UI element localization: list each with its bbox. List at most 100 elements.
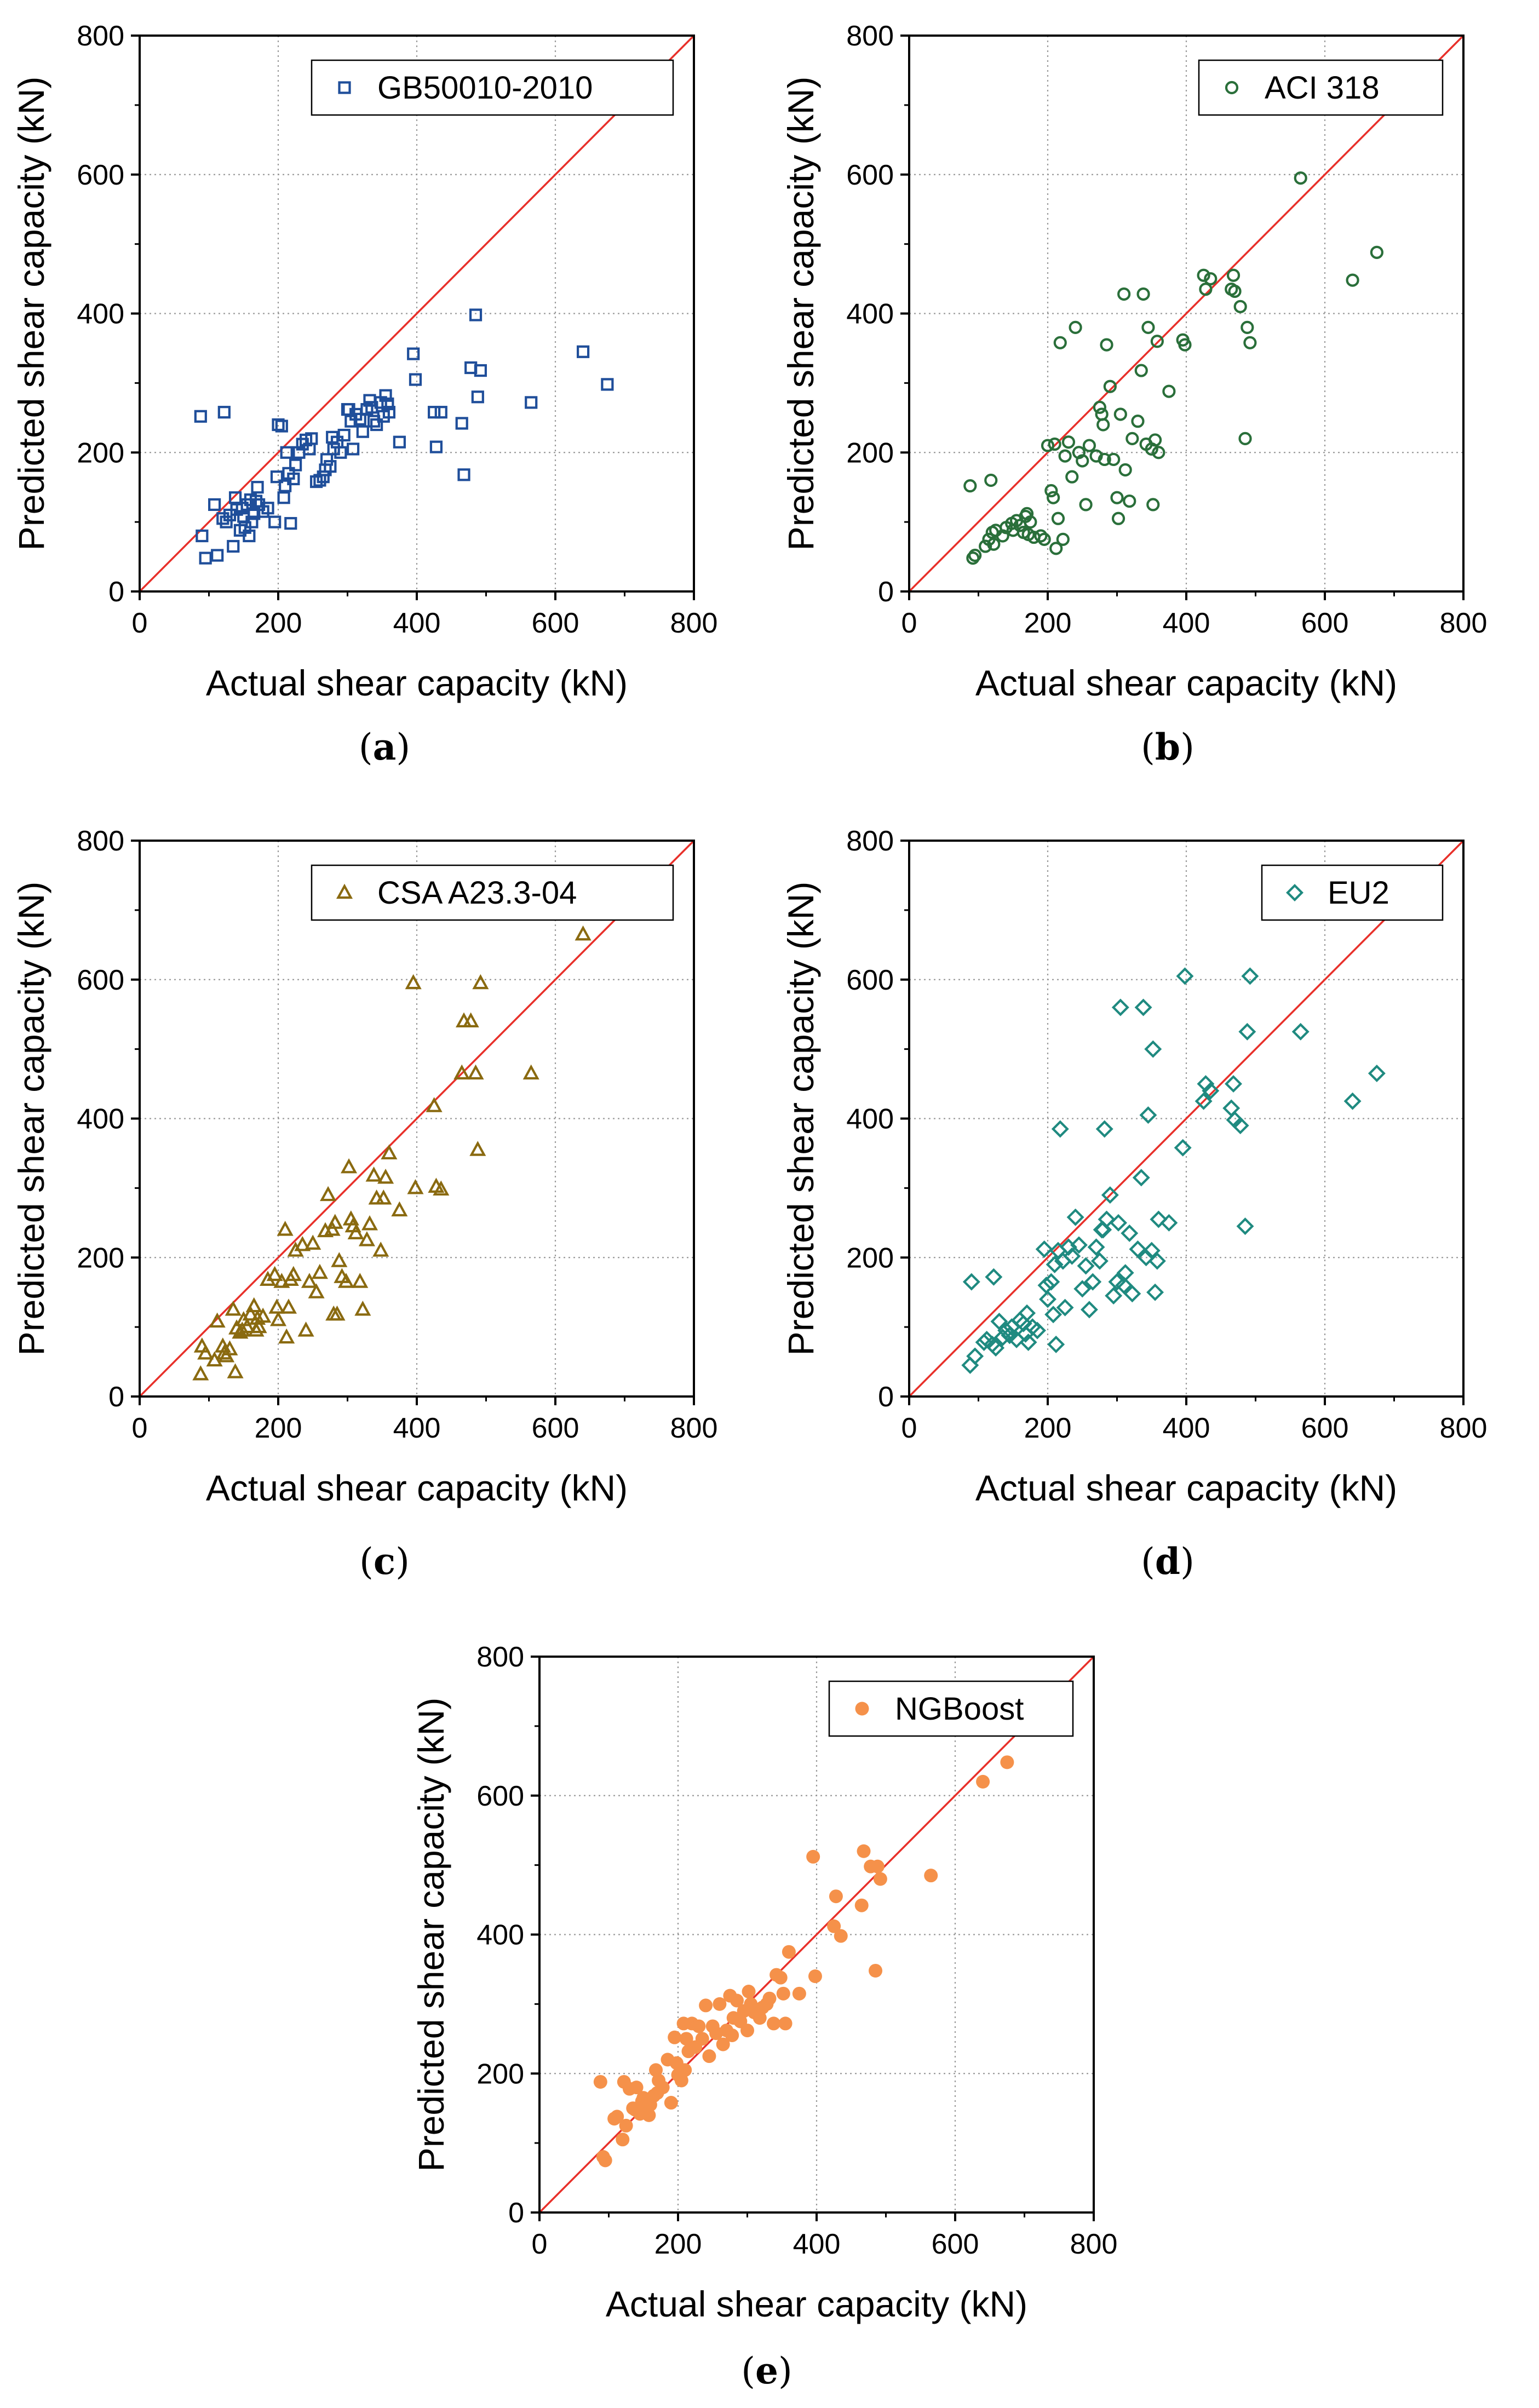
data-points: [961, 967, 1386, 1374]
data-point: [1160, 1214, 1178, 1232]
data-point: [249, 495, 263, 508]
data-point: [1368, 1065, 1386, 1083]
data-point: [317, 470, 330, 484]
data-point: [275, 419, 288, 433]
legend-label: ACI 318: [1265, 70, 1380, 106]
data-point: [656, 2081, 670, 2095]
x-tick-label: 400: [1163, 607, 1210, 639]
data-point: [870, 1859, 885, 1873]
y-tick-label: 200: [476, 2058, 524, 2090]
data-points: [963, 171, 1383, 565]
data-point: [474, 364, 487, 377]
data-point: [1134, 364, 1148, 377]
data-point: [1116, 1264, 1134, 1282]
data-point: [924, 1869, 938, 1883]
x-tick-label: 800: [670, 1412, 718, 1444]
legend: EU2: [1261, 864, 1444, 921]
panel-b-chart: 00 200 200 400 400 600 600 800 800 Actual shear c…: [780, 20, 1487, 703]
x-tick-label: 400: [393, 1412, 441, 1444]
data-point: [324, 460, 337, 473]
data-point: [1049, 542, 1063, 555]
data-point: [199, 551, 212, 565]
x-tick-label: 200: [1024, 607, 1072, 639]
axis-ticks: 00 200 200 400 400 600 600 800 800: [846, 825, 1487, 1444]
data-point: [372, 1242, 389, 1257]
data-point: [1148, 1252, 1166, 1270]
data-point: [1056, 1298, 1074, 1317]
data-point: [1243, 336, 1257, 349]
data-point: [834, 1929, 848, 1943]
data-point: [375, 1189, 392, 1205]
data-point: [1125, 432, 1139, 445]
data-point: [1100, 338, 1113, 352]
data-point: [1346, 273, 1359, 287]
x-tick-label: 200: [255, 607, 302, 639]
data-point: [381, 1144, 398, 1160]
data-point: [1110, 1214, 1127, 1232]
data-points: [192, 925, 592, 1381]
data-point: [1137, 1249, 1155, 1267]
axis-ticks: 00 200 200 400 400 600 600 800 800: [476, 1641, 1117, 2260]
data-point: [409, 373, 422, 386]
data-point: [457, 468, 470, 481]
y-tick-label: 400: [476, 1919, 524, 1951]
data-point: [218, 1347, 235, 1363]
panel-c-caption: (c): [359, 1540, 410, 1583]
y-tick-label: 200: [846, 437, 894, 469]
data-point: [1370, 245, 1383, 259]
data-point: [434, 406, 447, 419]
data-point: [1231, 1117, 1249, 1135]
data-point: [211, 549, 224, 562]
y-tick-label: 200: [846, 1242, 894, 1274]
legend-box: [1198, 59, 1444, 116]
data-point: [616, 2133, 630, 2147]
data-point: [326, 1214, 343, 1229]
panel-d-caption: (d): [1141, 1540, 1195, 1583]
y-tick-label: 0: [108, 576, 124, 608]
data-point: [196, 529, 209, 543]
data-point: [753, 2011, 767, 2025]
data-point: [377, 1168, 394, 1184]
data-point: [251, 481, 264, 494]
y-tick-label: 600: [77, 964, 124, 996]
legend-label: EU2: [1328, 875, 1389, 911]
data-point: [1115, 1277, 1133, 1294]
x-tick-label: 600: [532, 1412, 579, 1444]
data-point: [873, 1872, 887, 1886]
y-tick-label: 0: [878, 1381, 894, 1413]
data-point: [1225, 1075, 1242, 1093]
data-point: [1132, 1169, 1150, 1187]
data-point: [1069, 320, 1082, 334]
legend-marker: [1286, 884, 1303, 901]
data-point: [337, 428, 351, 442]
reference-line-y-equals-x: [908, 840, 1465, 1398]
data-point: [225, 1301, 242, 1316]
data-point: [1241, 967, 1259, 985]
data-point: [280, 1298, 297, 1314]
y-tick-label: 800: [846, 825, 894, 857]
x-tick-label: 600: [1301, 1412, 1349, 1444]
data-point: [702, 2049, 716, 2064]
legend: NGBoost: [828, 1680, 1074, 1737]
data-point: [1000, 1755, 1014, 1769]
data-point: [393, 435, 406, 449]
data-point: [642, 2108, 656, 2122]
x-axis-label: Actual shear capacity (kN): [206, 1468, 628, 1508]
data-point: [1079, 498, 1093, 512]
data-point: [1105, 1287, 1123, 1305]
data-point: [272, 418, 285, 432]
data-point: [1131, 415, 1145, 428]
data-point: [1018, 1304, 1036, 1322]
data-point: [1066, 1208, 1084, 1226]
data-point: [305, 432, 318, 445]
data-point: [1107, 452, 1121, 467]
data-point: [194, 410, 207, 423]
y-tick-label: 0: [878, 576, 894, 608]
legend-box: [311, 864, 674, 921]
data-point: [1202, 1082, 1220, 1100]
data-point: [1039, 1290, 1056, 1308]
data-point: [1241, 320, 1254, 334]
data-point: [692, 2019, 706, 2033]
panel-e-caption: (e): [741, 2349, 793, 2392]
data-point: [1048, 437, 1061, 451]
